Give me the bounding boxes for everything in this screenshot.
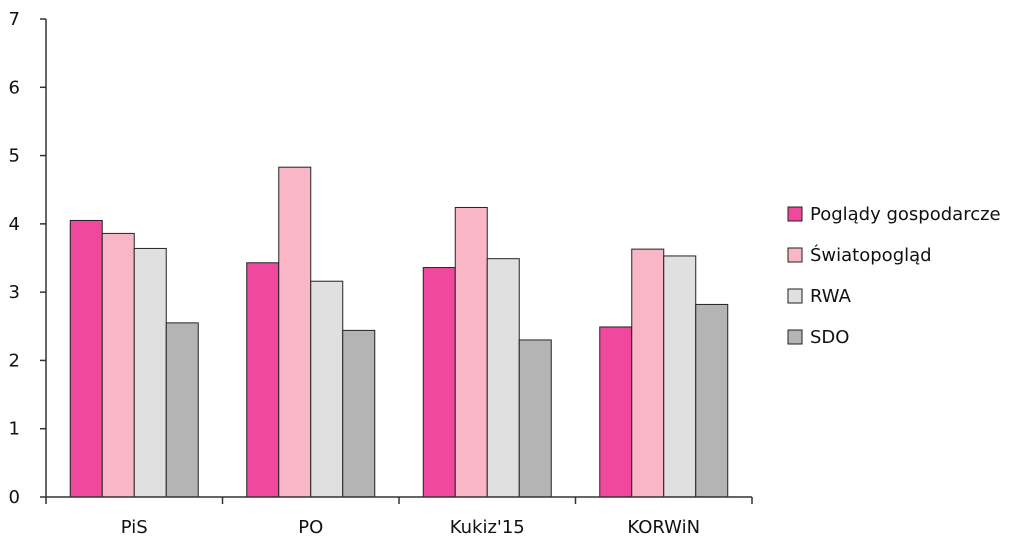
legend-label: Światopogląd [810,244,932,266]
bar-1-3 [631,248,665,498]
legend-swatch [787,206,803,222]
bars [69,166,729,498]
y-tick-label: 6 [9,77,20,98]
x-category-label: PiS [121,517,148,538]
legend-swatch [787,288,803,304]
bar-0-0 [69,219,103,498]
legend: Poglądy gospodarcze Światopogląd RWA SDO [787,204,1001,348]
bar-1-2 [454,206,488,498]
bar-3-2 [518,339,552,498]
legend-swatch [787,329,803,345]
y-axis-ticks: 0 1 2 3 4 5 6 7 [9,9,46,508]
legend-label: Poglądy gospodarcze [810,204,1001,225]
legend-label: SDO [810,327,849,348]
bar-3-1 [342,329,376,498]
y-tick-label: 4 [9,214,20,235]
legend-swatch [787,247,803,263]
y-tick-label: 1 [9,419,20,440]
y-tick-label: 2 [9,350,20,371]
bar-2-2 [486,258,520,498]
x-category-label: PO [298,517,323,538]
bar-0-3 [599,326,633,498]
x-category-label: KORWiN [627,517,700,538]
bar-2-1 [310,280,344,498]
y-tick-label: 7 [9,9,20,30]
bar-1-1 [278,166,312,498]
bar-2-0 [133,247,167,498]
bar-0-2 [422,267,456,498]
y-tick-label: 0 [9,487,20,508]
bar-3-0 [165,322,199,498]
bar-0-1 [246,262,280,498]
legend-label: RWA [810,286,852,307]
bar-3-3 [695,303,729,498]
x-category-label: Kukiz'15 [450,517,525,538]
y-tick-label: 5 [9,146,20,167]
y-tick-label: 3 [9,282,20,303]
bar-1-0 [101,232,135,498]
x-axis-ticks [45,497,753,504]
bar-2-3 [663,255,697,498]
x-axis-labels: PiS PO Kukiz'15 KORWiN [121,517,700,538]
